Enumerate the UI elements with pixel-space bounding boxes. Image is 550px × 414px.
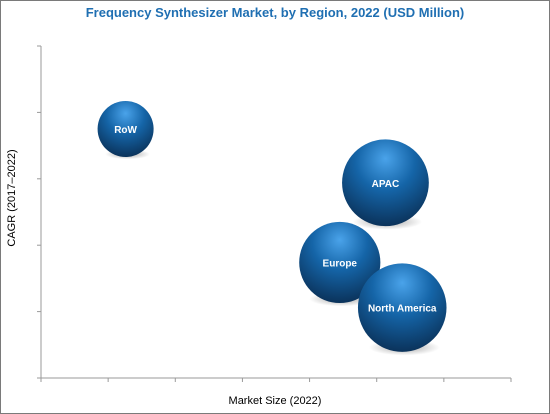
bubble-series: RoW APAC Europe North America <box>97 101 447 356</box>
bubble-label: North America <box>368 304 437 315</box>
bubble-circle <box>299 221 381 304</box>
axis-ticks <box>37 45 512 382</box>
bubble-europe: Europe <box>299 221 381 307</box>
bubble-apac: APAC <box>342 139 429 230</box>
y-axis-label: CAGR (2017–2022) <box>6 149 18 247</box>
bubble-label: APAC <box>372 179 400 190</box>
bubble-circle <box>342 139 429 227</box>
bubble-label: RoW <box>114 125 137 136</box>
bubble-label: Europe <box>323 258 358 269</box>
bubble-north-america: North America <box>357 263 447 356</box>
bubble-circle <box>357 263 447 352</box>
bubble-row: RoW <box>97 101 154 160</box>
x-axis-label: Market Size (2022) <box>228 395 322 407</box>
bubble-circle <box>97 101 154 157</box>
chart-title: Frequency Synthesizer Market, by Region,… <box>85 5 465 20</box>
